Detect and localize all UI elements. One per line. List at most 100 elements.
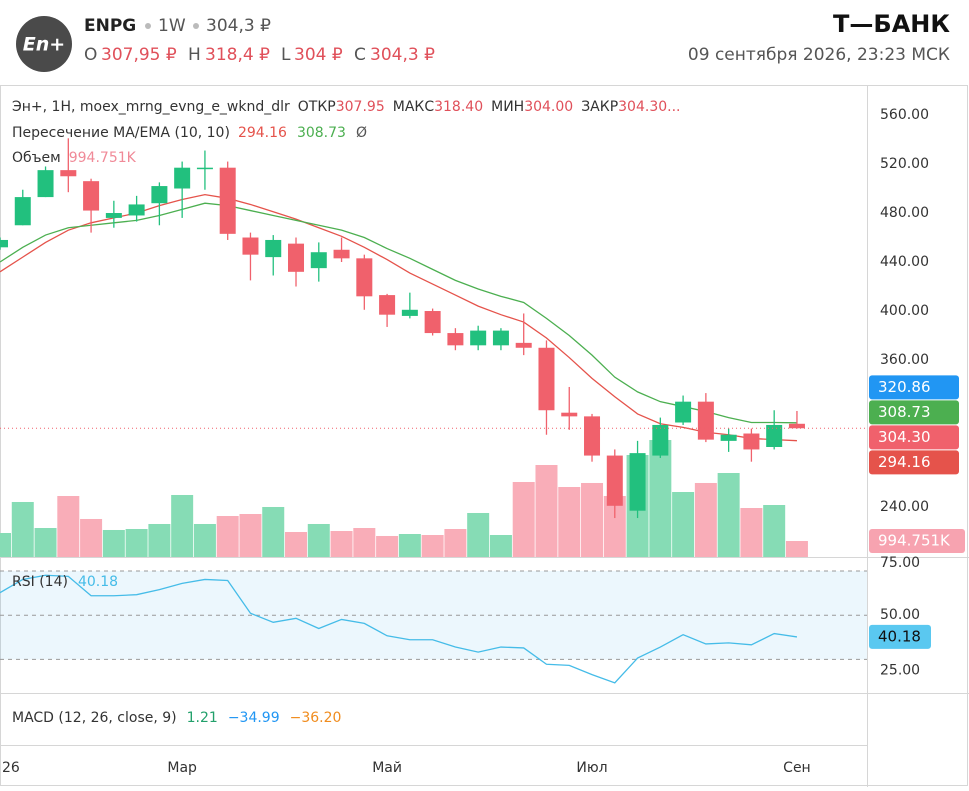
candle-body: [174, 167, 191, 189]
rsi-title: RSI (14): [12, 574, 68, 590]
volume-bar: [717, 473, 740, 557]
y-tick-label: 360.00: [880, 352, 929, 368]
candle-body: [675, 401, 692, 423]
volume-badge-label: 994.751K: [878, 531, 951, 549]
ohlc-name: O: [84, 45, 97, 65]
volume-bar: [581, 482, 604, 557]
symbol: Эн+, 1H, moex_mrng_evng_e_wknd_dlr: [12, 99, 290, 115]
ohlc-value: 318,4 ₽: [205, 45, 270, 65]
price-badge: [869, 375, 959, 400]
separator: [145, 23, 151, 29]
volume-bar: [0, 533, 11, 557]
field-name: ЗАКР: [581, 99, 618, 115]
ticker: ENPG: [84, 16, 136, 36]
frame: [0, 85, 968, 786]
candle-body: [288, 243, 305, 272]
x-tick-label: Июл: [576, 760, 607, 776]
candle-body: [105, 213, 122, 218]
ohlc-name: H: [188, 45, 201, 65]
candle-body: [356, 258, 373, 297]
volume-badge: [869, 528, 965, 553]
volume-bar: [512, 481, 535, 557]
field-value: 304.00: [524, 99, 573, 115]
ma-value: 294.16: [238, 125, 287, 141]
x-tick-label: 26: [2, 760, 20, 776]
candle-body: [697, 401, 714, 440]
candle-body: [788, 423, 805, 429]
ohlc-name: L: [281, 45, 291, 65]
ohlc-name: C: [354, 45, 366, 65]
candle-body: [265, 239, 282, 258]
ohlc-value: 304 ₽: [294, 45, 343, 65]
volume-bar: [125, 528, 148, 557]
candle-body: [151, 186, 168, 204]
candle-body: [242, 237, 259, 255]
candle-body: [447, 333, 464, 346]
candle-body: [0, 239, 8, 248]
macd-legend: MACD (12, 26, close, 9) 1.21 −34.99 −36.20: [12, 710, 341, 726]
price-badge-label: 304.30: [878, 428, 931, 446]
volume-bar: [398, 533, 421, 557]
volume-bar: [11, 501, 34, 557]
candle-body: [538, 347, 555, 411]
volume-bar: [672, 492, 695, 557]
candle-body: [652, 424, 669, 456]
candle-body: [14, 197, 31, 226]
candle-body: [60, 170, 77, 177]
candle-body: [401, 309, 418, 316]
candle-body: [196, 167, 213, 170]
price-badge-label: 320.86: [878, 378, 931, 396]
price-badge-label: 308.73: [878, 403, 931, 421]
macd-hist: 1.21: [187, 710, 218, 726]
datetime: 09 сентября 2026, 23:23 МСК: [688, 45, 950, 65]
candle-body: [584, 416, 601, 456]
volume-bar: [171, 494, 194, 557]
volume-bar: [57, 496, 80, 557]
volume-bar: [307, 523, 330, 557]
candle-body: [629, 453, 646, 511]
candle-body: [561, 412, 578, 417]
volume-legend: Объем 994.751K: [12, 150, 137, 166]
candle-body: [743, 433, 760, 450]
volume-bar: [216, 516, 239, 557]
y-tick-label: 50.00: [880, 607, 920, 623]
candle-body: [37, 170, 54, 198]
y-tick-label: 440.00: [880, 254, 929, 270]
volume-bar: [603, 496, 626, 557]
volume-bar: [239, 514, 262, 557]
candle-body: [379, 295, 396, 315]
volume-bar: [330, 531, 353, 557]
field-name: МАКС: [393, 99, 435, 115]
field-value: 304.30...: [618, 99, 680, 115]
y-tick-label: 240.00: [880, 499, 929, 515]
candle-body: [219, 167, 236, 234]
separator: [193, 23, 199, 29]
y-tick-label: 480.00: [880, 205, 929, 221]
volume-bar: [785, 540, 808, 557]
ema-value: 308.73: [297, 125, 346, 141]
indicator-legend: Пересечение MA/EMA (10, 10) 294.16 308.73 Ø: [12, 125, 367, 141]
volume-bar: [262, 506, 285, 557]
interval: 1W: [158, 16, 186, 36]
rsi-line: [0, 574, 798, 684]
y-tick-label: 25.00: [880, 662, 920, 678]
price-badge-label: 294.16: [878, 453, 931, 471]
volume-bar: [740, 508, 763, 557]
volume-bar: [535, 464, 558, 557]
candle-body: [492, 330, 509, 346]
rsi-value: 40.18: [78, 574, 118, 590]
volume-bar: [763, 504, 786, 557]
volume-bar: [558, 486, 581, 557]
volume-name: Объем: [12, 150, 61, 166]
candle-body: [333, 249, 350, 259]
volume-bar: [102, 529, 125, 557]
volume-bar: [444, 528, 467, 557]
y-tick-label: 560.00: [880, 107, 929, 123]
field-value: 318.40: [434, 99, 483, 115]
volume-bar: [489, 534, 512, 557]
candle-body: [720, 434, 737, 441]
y-tick-label: 520.00: [880, 156, 929, 172]
legend: Эн+, 1H, moex_mrng_evng_e_wknd_dlr ОТКР30…: [12, 99, 680, 115]
